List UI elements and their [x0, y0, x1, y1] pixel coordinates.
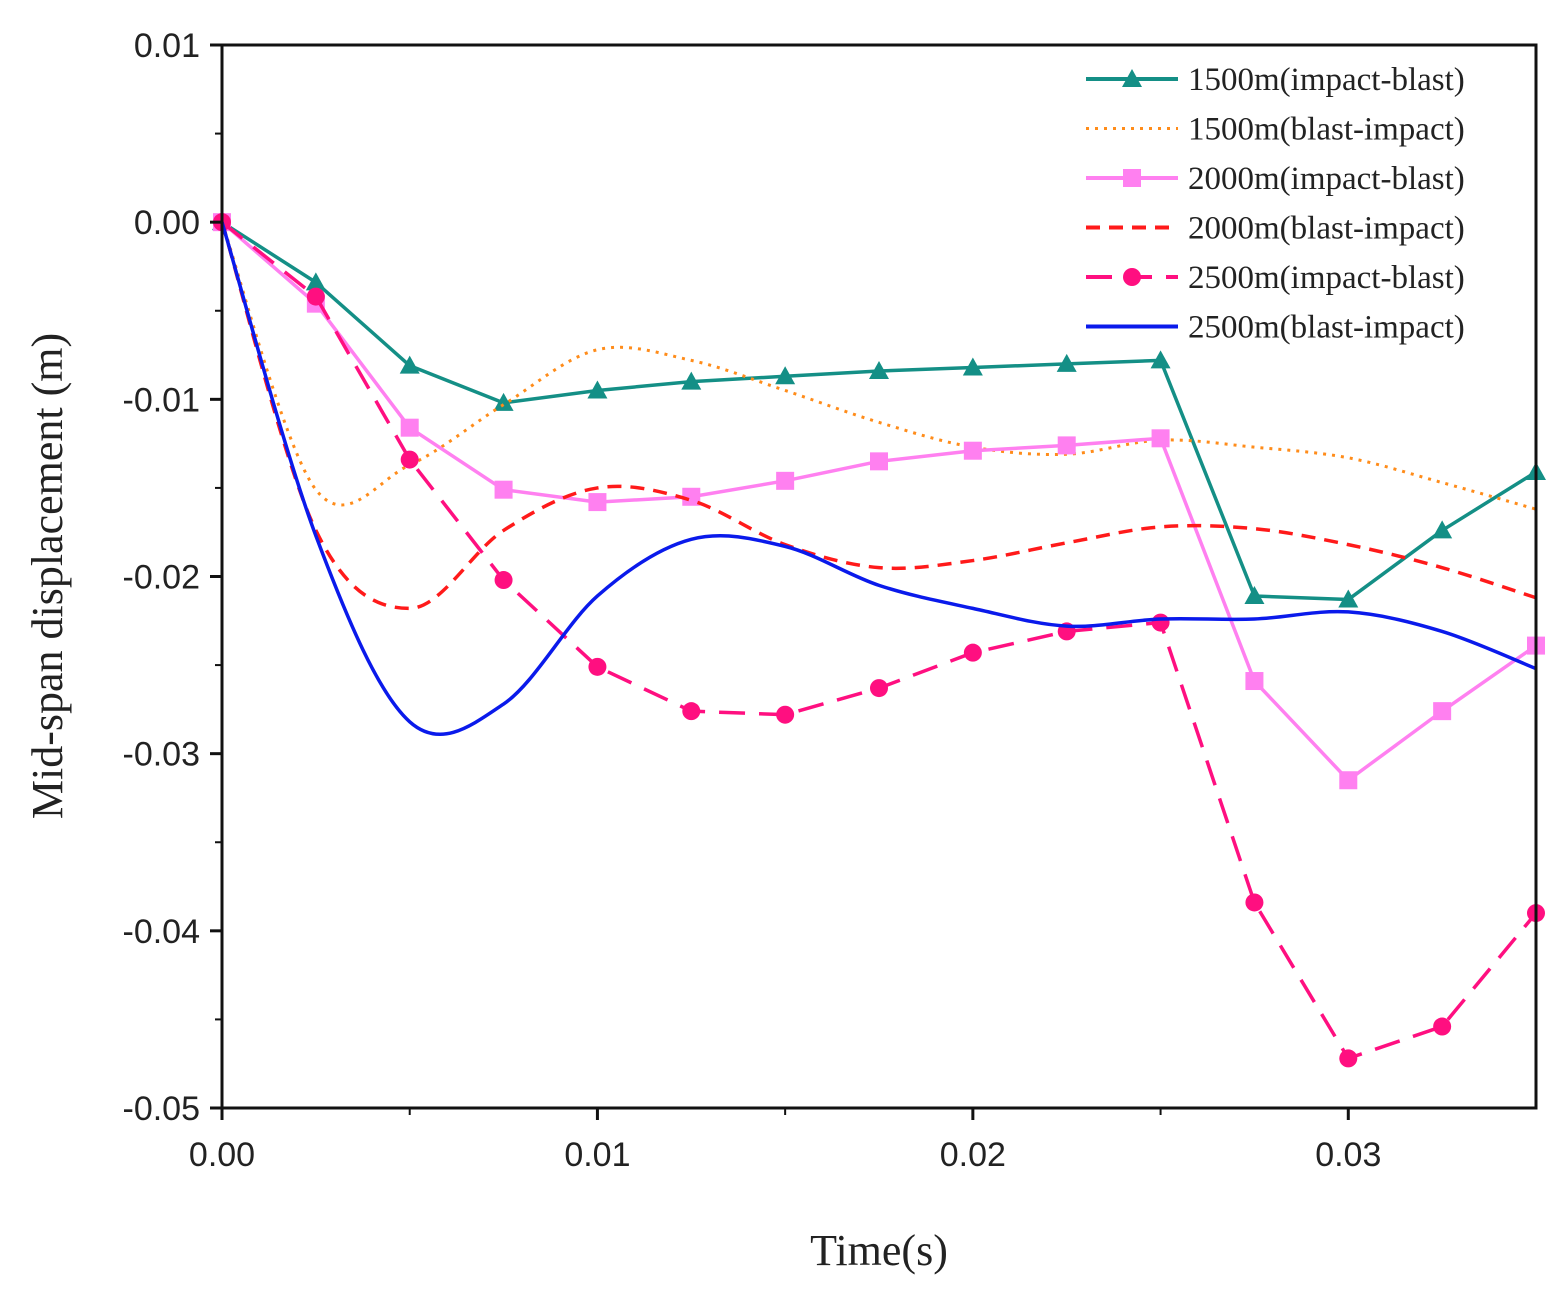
legend-label: 2500m(impact-blast) — [1188, 260, 1465, 296]
series-0 — [212, 212, 1546, 608]
legend-label: 1500m(impact-blast) — [1188, 62, 1465, 98]
legend-item: 1500m(blast-impact) — [1086, 112, 1465, 148]
circle-marker — [1433, 1017, 1452, 1036]
square-marker — [494, 480, 513, 499]
legend-item: 2000m(impact-blast) — [1086, 161, 1465, 197]
triangle-marker — [587, 380, 608, 399]
legend-label: 2000m(impact-blast) — [1188, 161, 1465, 197]
circle-marker — [1123, 268, 1141, 286]
axes-layer: 0.00 0.01 0.02 0.03 0.01 0.00 -0.01 -0.02 -0.03 -… — [123, 27, 1382, 1174]
square-marker — [776, 471, 795, 490]
legend: 1500m(impact-blast) 1500m(blast-impact) 20… — [1086, 62, 1465, 346]
triangle-marker — [305, 272, 326, 291]
y-axis-label: Mid-span displacement (m) — [23, 333, 72, 819]
triangle-marker — [1338, 589, 1359, 608]
y-tick-label: -0.01 — [123, 381, 201, 419]
series-5 — [220, 221, 1537, 736]
circle-marker — [588, 657, 607, 676]
x-axis-label: Time(s) — [810, 1226, 948, 1275]
triangle-marker — [775, 366, 796, 385]
square-marker — [963, 441, 982, 460]
series-line — [220, 221, 1537, 511]
circle-marker — [400, 450, 419, 469]
triangle-marker — [962, 357, 983, 376]
square-marker — [1151, 429, 1170, 448]
triangle-marker — [869, 360, 889, 379]
x-tick-label: 0.02 — [940, 1136, 1006, 1174]
square-marker — [1245, 672, 1264, 691]
triangle-marker — [1122, 69, 1142, 87]
square-marker — [870, 452, 888, 471]
square-marker — [1057, 436, 1076, 455]
square-marker — [400, 418, 419, 437]
square-marker — [1433, 702, 1452, 721]
circle-marker — [306, 287, 325, 306]
y-tick-label: -0.03 — [123, 736, 201, 774]
legend-item: 2500m(impact-blast) — [1086, 260, 1465, 296]
circle-marker — [1339, 1049, 1358, 1068]
y-tick-label: -0.02 — [123, 559, 201, 597]
triangle-marker — [1056, 353, 1077, 372]
x-tick-label: 0.00 — [189, 1136, 255, 1174]
y-tick-label: 0.00 — [134, 204, 200, 242]
circle-marker — [682, 702, 701, 721]
square-marker — [682, 487, 701, 506]
circle-marker — [963, 643, 982, 662]
legend-label: 1500m(blast-impact) — [1188, 112, 1465, 148]
circle-marker — [1151, 613, 1170, 632]
circle-marker — [870, 679, 888, 698]
square-marker — [1123, 169, 1141, 187]
series-line — [220, 220, 1538, 1061]
legend-label: 2500m(blast-impact) — [1188, 310, 1465, 346]
legend-item: 2000m(blast-impact) — [1086, 211, 1465, 247]
triangle-marker — [1150, 350, 1171, 369]
triangle-marker — [1432, 520, 1453, 539]
y-tick-label: 0.01 — [134, 27, 200, 65]
series-2 — [213, 213, 1545, 790]
legend-label: 2000m(blast-impact) — [1188, 211, 1465, 247]
y-tick-label: -0.04 — [123, 913, 201, 951]
triangle-marker — [493, 392, 514, 411]
legend-item: 2500m(blast-impact) — [1086, 310, 1465, 346]
square-marker — [588, 493, 607, 512]
series-layer — [212, 212, 1546, 1068]
triangle-marker — [399, 355, 420, 374]
series-1 — [220, 221, 1537, 511]
circle-marker — [776, 705, 795, 724]
x-tick-label: 0.03 — [1315, 1136, 1381, 1174]
triangle-marker — [1244, 585, 1265, 604]
square-marker — [1339, 771, 1358, 790]
y-tick-label: -0.05 — [123, 1090, 201, 1128]
x-tick-label: 0.01 — [564, 1136, 630, 1174]
series-line — [220, 221, 1537, 736]
triangle-marker — [681, 371, 702, 390]
legend-item: 1500m(impact-blast) — [1086, 62, 1465, 98]
circle-marker — [1245, 893, 1264, 912]
plot-frame — [220, 43, 1538, 1110]
circle-marker — [494, 571, 513, 590]
